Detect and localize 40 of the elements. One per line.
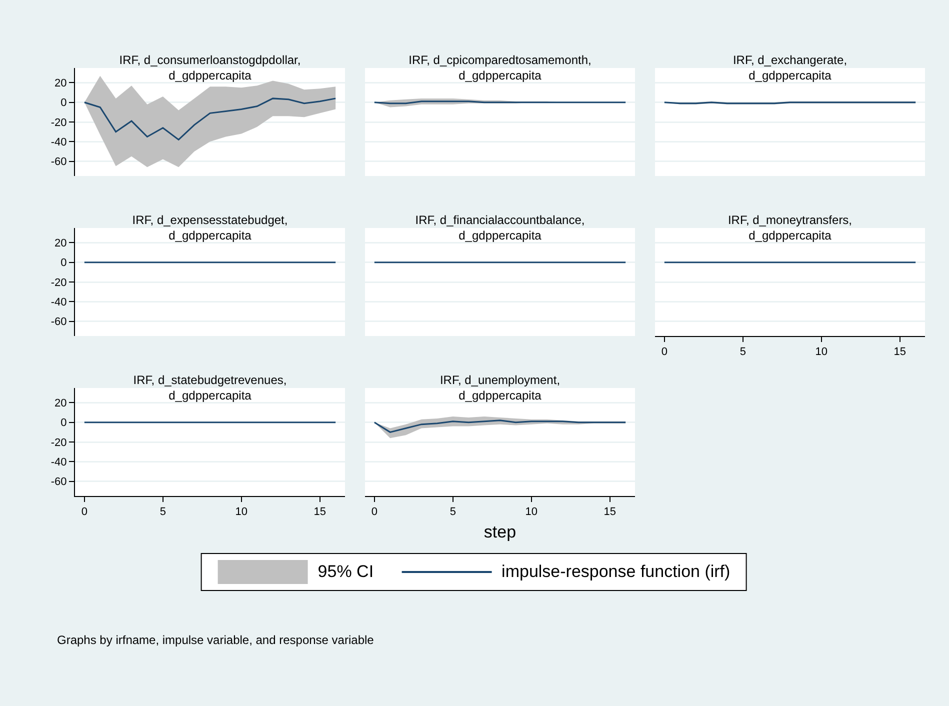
line-series <box>84 98 336 140</box>
x-tick-label: 10 <box>815 346 828 358</box>
y-tick-label: -20 <box>50 116 67 129</box>
y-tick-label: -40 <box>50 456 67 468</box>
x-tick-label: 10 <box>525 506 538 518</box>
y-tick-label: 20 <box>54 398 67 410</box>
y-tick-label: 20 <box>54 78 67 90</box>
y-tick-label: 0 <box>60 417 67 430</box>
x-tick-label: 5 <box>740 346 746 358</box>
x-tick-label: 0 <box>371 506 378 518</box>
x-tick-label: 15 <box>894 346 906 358</box>
y-tick-label: -60 <box>50 476 67 488</box>
chart-title: IRF, d_expensesstatebudget, d_gdppercapita <box>132 213 288 243</box>
y-tick-label: -60 <box>50 156 67 168</box>
chart-title: IRF, d_exchangerate, d_gdppercapita <box>732 53 848 83</box>
x-tick-label: 0 <box>661 346 668 358</box>
chart-title: IRF, d_unemployment, d_gdppercapita <box>440 373 560 403</box>
text: impulse-response function (irf) <box>502 562 730 582</box>
y-tick-label: -60 <box>50 316 67 328</box>
chart-title: IRF, d_financialaccountbalance, d_gdppercapita <box>415 213 585 243</box>
chart-title: IRF, d_moneytransfers, d_gdppercapita <box>728 213 852 243</box>
text: 95% CI <box>318 562 374 582</box>
chart-title: IRF, d_cpicomparedtosamemonth, d_gdppercapita <box>408 53 592 83</box>
x-tick-label: 10 <box>235 506 248 518</box>
text: Graphs by irfname, impulse variable, and response variable <box>57 633 374 647</box>
x-tick-label: 15 <box>604 506 616 518</box>
y-tick-label: 0 <box>60 97 67 110</box>
x-tick-label: 5 <box>160 506 166 518</box>
y-tick-label: -40 <box>50 136 67 148</box>
chart-title: IRF, d_consumerloanstogdpdollar, d_gdppercapita <box>119 53 301 83</box>
x-tick-label: 15 <box>314 506 326 518</box>
y-tick-label: 20 <box>54 238 67 250</box>
y-tick-label: -20 <box>50 436 67 449</box>
x-axis-title: step <box>484 522 516 542</box>
x-tick-label: 5 <box>450 506 456 518</box>
y-tick-label: -20 <box>50 276 67 289</box>
chart-title: IRF, d_statebudgetrevenues, d_gdppercapita <box>133 373 287 403</box>
y-tick-label: 0 <box>60 257 67 270</box>
x-tick-label: 0 <box>81 506 88 518</box>
y-tick-label: -40 <box>50 296 67 308</box>
